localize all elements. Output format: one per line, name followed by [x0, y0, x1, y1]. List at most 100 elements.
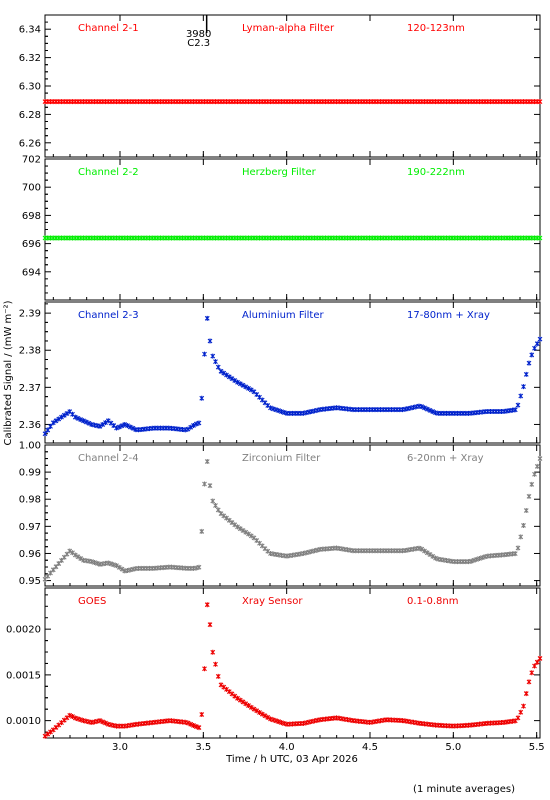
- data-point: [416, 545, 422, 551]
- data-point: [532, 471, 537, 477]
- data-point: [42, 431, 48, 437]
- data-point: [521, 703, 526, 709]
- data-series: [42, 235, 543, 241]
- data-point: [45, 427, 51, 433]
- data-point: [529, 481, 535, 487]
- data-point: [424, 550, 430, 556]
- panel-4: 0.95 0.96 0.97 0.98 0.99 1.00 Channel 2-4 Zirco…: [19, 441, 543, 587]
- data-point: [215, 364, 221, 370]
- panel-2: 694 696 698 700 702 Channel 2-2 Herzberg Filte…: [22, 155, 543, 301]
- data-point: [474, 556, 480, 562]
- data-point: [111, 562, 117, 568]
- data-point: [130, 425, 136, 431]
- data-point: [188, 721, 194, 727]
- y-tick-label: 0.98: [19, 495, 41, 506]
- data-point: [229, 691, 235, 697]
- data-point: [89, 559, 95, 565]
- data-point: [199, 395, 205, 401]
- data-series: [42, 99, 543, 105]
- data-point: [221, 513, 227, 519]
- y-tick-label: 0.0010: [6, 716, 41, 727]
- data-point: [477, 556, 482, 562]
- y-tick-label: 694: [22, 267, 41, 278]
- data-point: [202, 351, 207, 357]
- data-point: [100, 719, 106, 725]
- data-point: [199, 528, 205, 534]
- data-point: [529, 670, 535, 676]
- data-point: [518, 534, 524, 540]
- panel-channel-label: Channel 2-3: [78, 310, 139, 321]
- data-point: [251, 706, 257, 712]
- panel-3: 2.36 2.37 2.38 2.39 Channel 2-3 Aluminium Fil…: [19, 301, 543, 444]
- data-point: [430, 553, 436, 559]
- data-point: [224, 372, 229, 378]
- data-point: [204, 602, 210, 608]
- data-point: [229, 520, 235, 526]
- data-point: [83, 419, 89, 425]
- data-point: [199, 711, 205, 717]
- data-point: [218, 682, 224, 688]
- data-series: [42, 602, 543, 739]
- panel-channel-label: Channel 2-1: [78, 23, 139, 34]
- data-point: [114, 563, 119, 569]
- data-point: [81, 418, 86, 424]
- data-point: [265, 548, 271, 554]
- data-point: [48, 423, 53, 429]
- panel-filter-label: Xray Sensor: [242, 596, 303, 607]
- data-point: [430, 409, 436, 415]
- data-point: [119, 423, 125, 429]
- data-point: [226, 517, 232, 523]
- data-point: [193, 724, 199, 730]
- data-point: [537, 99, 543, 105]
- data-point: [218, 511, 224, 517]
- data-point: [196, 420, 202, 426]
- data-point: [259, 711, 265, 717]
- y-tick-label: 2.36: [19, 420, 41, 431]
- x-tick-label: 3.5: [195, 742, 211, 753]
- data-point: [276, 719, 282, 725]
- data-point: [237, 526, 243, 532]
- data-point: [221, 684, 227, 690]
- data-point: [226, 689, 232, 695]
- data-point: [127, 424, 133, 430]
- data-point: [116, 564, 122, 570]
- data-point: [270, 406, 276, 412]
- data-point: [521, 522, 526, 528]
- data-point: [191, 722, 196, 728]
- panel-band-label: 6-20nm + Xray: [407, 453, 484, 464]
- data-point: [204, 315, 210, 321]
- data-point: [210, 498, 216, 504]
- data-point: [248, 704, 254, 710]
- data-point: [191, 422, 196, 428]
- data-point: [103, 420, 108, 426]
- data-point: [67, 712, 73, 718]
- data-point: [246, 385, 251, 391]
- data-point: [210, 353, 216, 359]
- data-point: [61, 412, 67, 418]
- data-point: [70, 714, 75, 720]
- data-point: [213, 661, 218, 667]
- x-tick-label: 4.0: [279, 742, 295, 753]
- panel-5: 0.0010 0.0015 0.0020 GOES Xray Sensor 0.1-0.8…: [6, 587, 543, 739]
- y-tick-label: 698: [22, 211, 41, 222]
- footer-note: (1 minute averages): [413, 784, 515, 795]
- y-tick-label: 6.28: [19, 110, 41, 121]
- data-point: [534, 463, 540, 469]
- data-point: [185, 426, 191, 432]
- data-point: [119, 566, 125, 572]
- data-series: [42, 456, 543, 582]
- data-point: [240, 527, 246, 533]
- data-point: [235, 695, 240, 701]
- data-point: [100, 421, 106, 427]
- data-point: [243, 701, 249, 707]
- panel-frame: [44, 444, 541, 587]
- data-point: [279, 409, 284, 415]
- data-point: [273, 407, 279, 413]
- data-point: [419, 546, 425, 552]
- data-point: [526, 360, 532, 366]
- data-point: [523, 691, 529, 697]
- data-point: [422, 405, 427, 411]
- data-point: [433, 555, 438, 561]
- data-point: [207, 622, 213, 628]
- data-point: [232, 377, 238, 383]
